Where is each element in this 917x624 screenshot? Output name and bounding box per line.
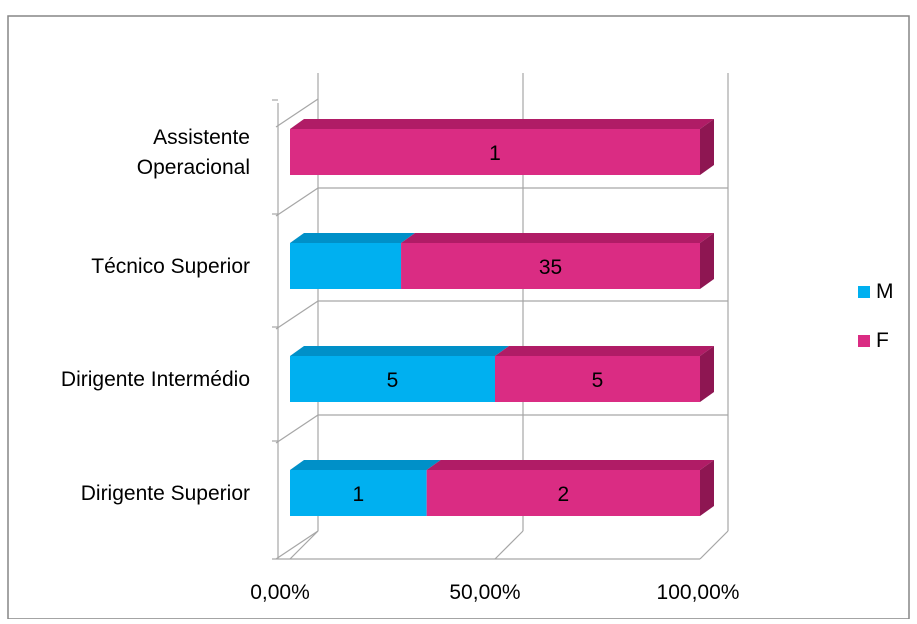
bars: 1 35 5 5 1 2	[290, 119, 714, 516]
data-label-F: 35	[539, 256, 562, 279]
bar-end-cap	[700, 119, 714, 175]
bar-top-M	[290, 346, 509, 356]
x-tick-labels: 0,00% 50,00% 100,00%	[250, 581, 739, 604]
wall-separator	[275, 300, 319, 330]
bar-top-F	[401, 233, 714, 243]
bar-top-M	[290, 460, 441, 470]
floor-line	[494, 530, 524, 560]
bar-segment-M	[290, 243, 402, 289]
bar-segment-M	[290, 356, 495, 402]
legend-label-M: M	[876, 280, 894, 303]
bar-segment-F	[495, 356, 700, 402]
floor-line	[699, 530, 729, 560]
category-label: Assistente	[153, 126, 250, 149]
data-label-F: 1	[489, 142, 501, 165]
x-tick-label: 50,00%	[449, 581, 520, 604]
bar-segment-F	[401, 243, 700, 289]
wall-separator	[275, 98, 319, 128]
chart-frame	[7, 15, 910, 620]
data-label-F: 5	[592, 369, 604, 392]
category-label: Operacional	[137, 156, 250, 179]
legend: MF	[858, 280, 894, 352]
data-label-F: 2	[557, 483, 569, 506]
legend-swatch-F	[858, 335, 870, 347]
data-label-M: 1	[352, 483, 364, 506]
bar-end-cap	[700, 233, 714, 289]
bar-top-F	[495, 346, 714, 356]
data-label-M: 5	[387, 369, 399, 392]
wall-separator	[275, 530, 319, 560]
wall-separator	[275, 187, 319, 217]
bar-segment-M	[290, 470, 427, 516]
bar-top-F	[426, 460, 714, 470]
legend-swatch-M	[858, 286, 870, 298]
bar-top-M	[290, 233, 416, 243]
bar-segment-F	[290, 129, 700, 175]
x-tick-label: 0,00%	[250, 581, 310, 604]
bar-end-cap	[700, 346, 714, 402]
x-tick-label: 100,00%	[657, 581, 740, 604]
category-label: Técnico Superior	[91, 255, 250, 278]
legend-label-F: F	[876, 329, 889, 352]
wall-separator	[275, 414, 319, 444]
category-labels: Assistente Operacional Técnico Superior Dir…	[61, 126, 250, 505]
bar-segment-F	[426, 470, 700, 516]
floor-line	[289, 530, 319, 560]
bar-top-F	[290, 119, 714, 129]
category-label: Dirigente Intermédio	[61, 368, 250, 391]
bar-end-cap	[700, 460, 714, 516]
category-label: Dirigente Superior	[81, 482, 250, 505]
